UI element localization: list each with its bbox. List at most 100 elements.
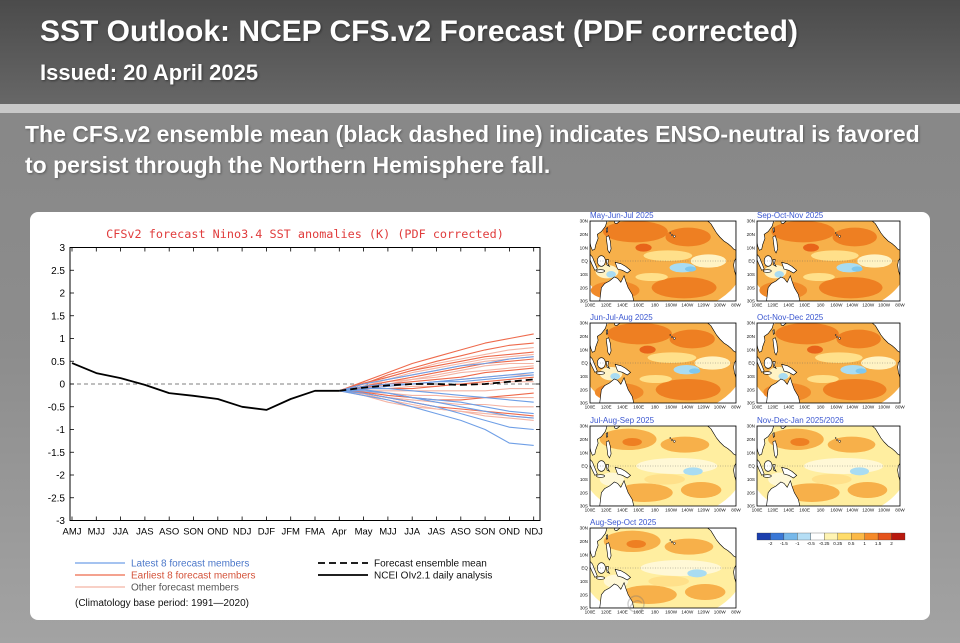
map-lon-label: 160E [633, 610, 644, 615]
map-title: Nov-Dec-Jan 2025/2026 [757, 416, 844, 425]
y-tick-label: 0.5 [51, 357, 65, 368]
map-lat-label: 20N [580, 334, 588, 339]
map-lon-label: 100W [714, 508, 727, 513]
x-tick-label: ASO [451, 527, 471, 538]
map-lat-label: 30S [580, 401, 588, 406]
colorbar-label: 2 [890, 541, 893, 546]
land-mass [708, 323, 736, 352]
map-frame [756, 322, 901, 404]
map-lon-label: 180 [651, 405, 659, 410]
map-lon-label: 120E [601, 610, 612, 615]
anomaly-shading [818, 277, 883, 299]
map-lon-label: 120E [601, 405, 612, 410]
map-lon-label: 160W [830, 508, 843, 513]
x-tick-label: OND [499, 527, 520, 538]
forecast-member-line [339, 347, 534, 392]
island [670, 232, 671, 233]
land-mass [781, 323, 787, 326]
x-tick-label: SON [183, 527, 204, 538]
anomaly-shading [683, 467, 703, 476]
anomaly-shading [647, 352, 697, 363]
y-tick-label: 1.5 [51, 311, 65, 322]
anomaly-shading [643, 250, 693, 261]
x-tick-label: NDJ [524, 527, 543, 538]
island [839, 235, 841, 237]
map-lat-label: 10S [580, 374, 588, 379]
anomaly-shading [622, 438, 642, 446]
land-mass [757, 221, 774, 250]
land-mass [898, 463, 900, 480]
map-lon-label: 100E [585, 405, 596, 410]
colorbar-segment [824, 532, 838, 541]
figure-panel: CFSv2 forecast Nino3.4 SST anomalies (K)… [30, 212, 930, 620]
x-tick-label: JJA [404, 527, 421, 538]
map-lon-label: 100W [714, 303, 727, 308]
anomaly-shading [603, 574, 629, 588]
map-lon-label: 140E [617, 405, 628, 410]
map-lon-label: 140E [783, 303, 794, 308]
map-lon-label: 100E [752, 508, 763, 513]
island [671, 336, 672, 338]
map-lat-label: EQ [581, 259, 588, 264]
island [837, 234, 838, 236]
forecast-member-line [339, 390, 534, 446]
land-mass [597, 461, 605, 472]
x-tick-label: May [355, 527, 373, 538]
map-lat-label: 20N [580, 539, 588, 544]
anomaly-shading [607, 323, 672, 345]
watermark-logo-ring [627, 595, 645, 613]
island [837, 336, 838, 338]
map-lat-label: 20N [747, 334, 755, 339]
map-lat-label: 30S [747, 401, 755, 406]
anomaly-shading [648, 576, 689, 587]
land-mass [734, 565, 736, 582]
land-mass [763, 270, 771, 273]
map-lon-label: 140E [783, 508, 794, 513]
sst-anomaly-map [590, 426, 736, 506]
y-tick-label: -1.5 [48, 448, 66, 459]
sst-anomaly-map [757, 323, 900, 403]
land-mass [614, 323, 620, 326]
anomaly-shading [855, 368, 867, 374]
forecast-member-line [339, 356, 534, 392]
map-lon-label: 160E [633, 405, 644, 410]
land-mass [763, 475, 771, 478]
land-mass [773, 433, 774, 438]
y-tick-label: -0.5 [48, 402, 66, 413]
header-divider [0, 104, 960, 113]
y-tick-label: -2 [56, 471, 65, 482]
map-lon-label: 140W [681, 610, 694, 615]
map-frame [589, 220, 737, 302]
map-lon-label: 120W [698, 405, 711, 410]
map-lat-label: 30N [580, 424, 588, 429]
land-mass [782, 262, 797, 273]
colorbar-segment [891, 532, 906, 541]
land-mass [767, 481, 800, 506]
anomaly-shading [849, 467, 870, 476]
anomaly-shading [807, 375, 839, 383]
header-band: SST Outlook: NCEP CFS.v2 Forecast (PDF c… [0, 0, 960, 104]
island [837, 439, 838, 441]
map-lat-label: 20N [580, 232, 588, 237]
colorbar-label: -1.5 [780, 541, 788, 546]
map-lat-label: 30S [580, 299, 588, 304]
map-lon-label: 160E [633, 303, 644, 308]
island [670, 334, 671, 335]
map-lat-label: 30N [580, 219, 588, 224]
map-lon-label: 140W [681, 303, 694, 308]
map-title: Aug-Sep-Oct 2025 [590, 518, 657, 527]
island [673, 337, 675, 339]
land-mass [596, 372, 604, 375]
anomaly-shading [851, 266, 863, 272]
map-lat-label: 30N [747, 424, 755, 429]
map-lon-label: 80W [731, 508, 741, 513]
forecast-member-line [339, 390, 534, 431]
map-title: Sep-Oct-Nov 2025 [757, 212, 824, 220]
legend-label: Earliest 8 forecast members [131, 571, 256, 582]
map-lon-label: 160W [665, 303, 678, 308]
forecast-member-line [339, 390, 534, 419]
forecast-member-line [339, 367, 534, 392]
map-lon-label: 160W [665, 405, 678, 410]
